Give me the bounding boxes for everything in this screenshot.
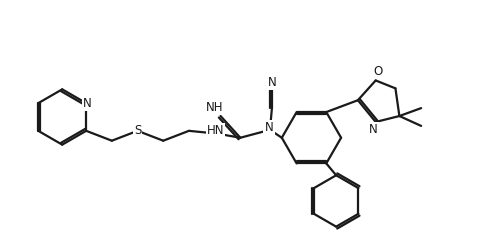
Text: O: O — [373, 65, 382, 78]
Text: N: N — [265, 121, 273, 134]
Text: HN: HN — [207, 124, 224, 137]
Text: NH: NH — [206, 101, 223, 114]
Text: N: N — [369, 123, 378, 136]
Text: N: N — [83, 97, 91, 110]
Text: N: N — [268, 76, 276, 89]
Text: S: S — [134, 124, 141, 137]
